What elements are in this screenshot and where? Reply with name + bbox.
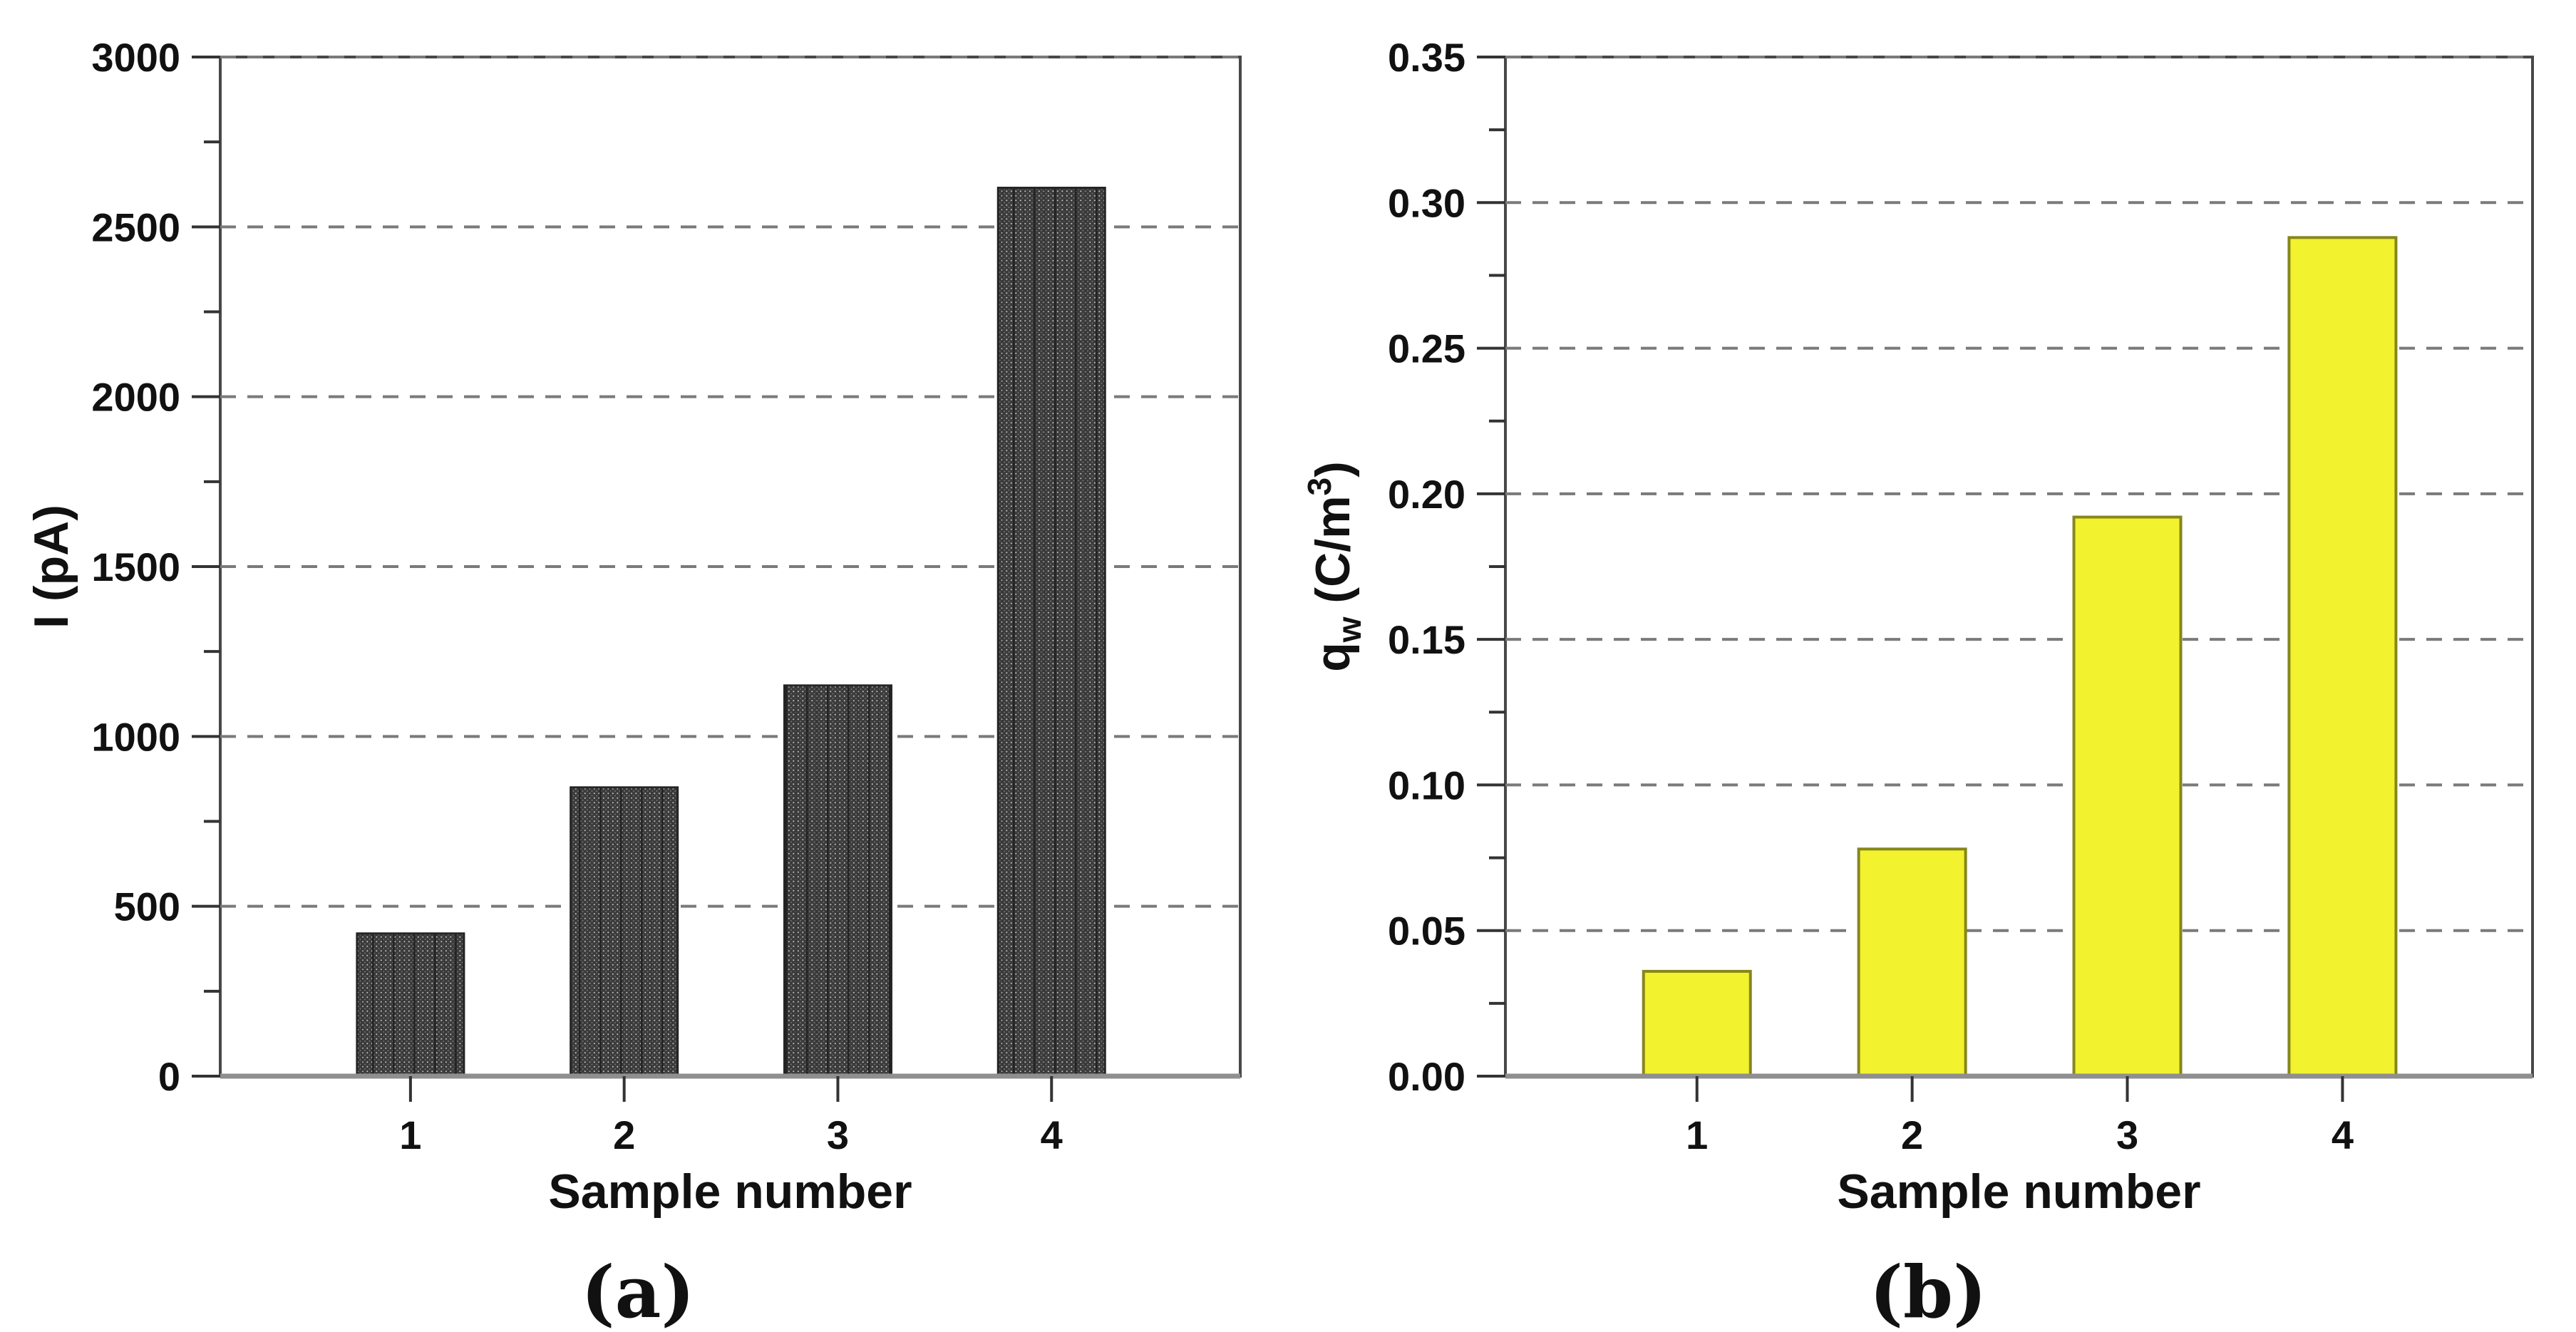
y-tick-label: 3000	[91, 35, 180, 80]
x-tick-label: 3	[2116, 1112, 2138, 1157]
y-tick-label: 2500	[91, 205, 180, 249]
bar-texture-overlay	[570, 787, 678, 1076]
y-tick-label: 0.35	[1388, 35, 1465, 80]
y-tick-label: 0.20	[1388, 472, 1465, 517]
y-tick-label: 0.00	[1388, 1054, 1465, 1099]
bar-texture-overlay	[998, 187, 1106, 1077]
x-tick-label: 1	[1686, 1112, 1708, 1157]
bar-texture-overlay	[784, 685, 892, 1076]
y-tick-label: 0.30	[1388, 180, 1465, 225]
y-tick-label: 2000	[91, 375, 180, 420]
y-tick-label: 1500	[91, 544, 180, 589]
y-tick-label: 0	[158, 1054, 180, 1099]
y-axis-title: I (pA)	[24, 505, 78, 629]
y-tick-label: 500	[114, 884, 180, 929]
bar	[2287, 236, 2398, 1078]
x-tick-label: 2	[613, 1112, 635, 1157]
chart-panel-b: 1 2 3 4 0.00 0.05 0.10 0.15 0.20 0.25 0.30 0.35 Samp…	[1301, 35, 2534, 1332]
panel-label: (a)	[581, 1250, 694, 1332]
x-axis-title: Sample number	[548, 1165, 912, 1219]
y-axis-title: qw (C/m3)	[1301, 461, 1368, 672]
y-tick-label: 1000	[91, 714, 180, 759]
bar	[1857, 847, 1967, 1078]
bar-texture-overlay	[356, 933, 464, 1076]
bar	[1642, 969, 1752, 1078]
y-tick-label: 0.10	[1388, 763, 1465, 807]
chart-panel-a: 1 2 3 4 0 500 1000 1500 2000 2500 3000 Sample numbe…	[24, 35, 1242, 1332]
bar	[2072, 515, 2183, 1078]
x-tick-label: 3	[827, 1112, 849, 1157]
y-tick-label: 0.25	[1388, 326, 1465, 371]
y-tick-label: 0.15	[1388, 617, 1465, 662]
x-tick-label: 2	[1901, 1112, 1923, 1157]
panel-label: (b)	[1870, 1250, 1987, 1332]
x-tick-label: 1	[399, 1112, 421, 1157]
x-axis-title: Sample number	[1837, 1165, 2200, 1219]
x-tick-label: 4	[1041, 1112, 1063, 1157]
y-tick-label: 0.05	[1388, 909, 1465, 954]
x-tick-label: 4	[2332, 1112, 2354, 1157]
